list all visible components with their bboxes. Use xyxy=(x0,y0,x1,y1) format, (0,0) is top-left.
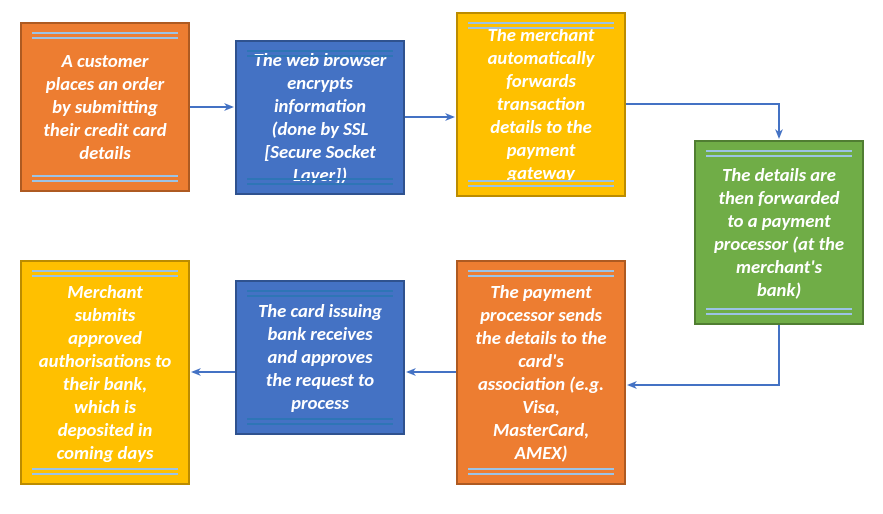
flow-arrows xyxy=(0,0,883,514)
flowchart-canvas: { "type": "flowchart", "background_color… xyxy=(0,0,883,514)
edge-n3-n4 xyxy=(626,104,779,137)
edge-n4-n5 xyxy=(629,325,779,385)
